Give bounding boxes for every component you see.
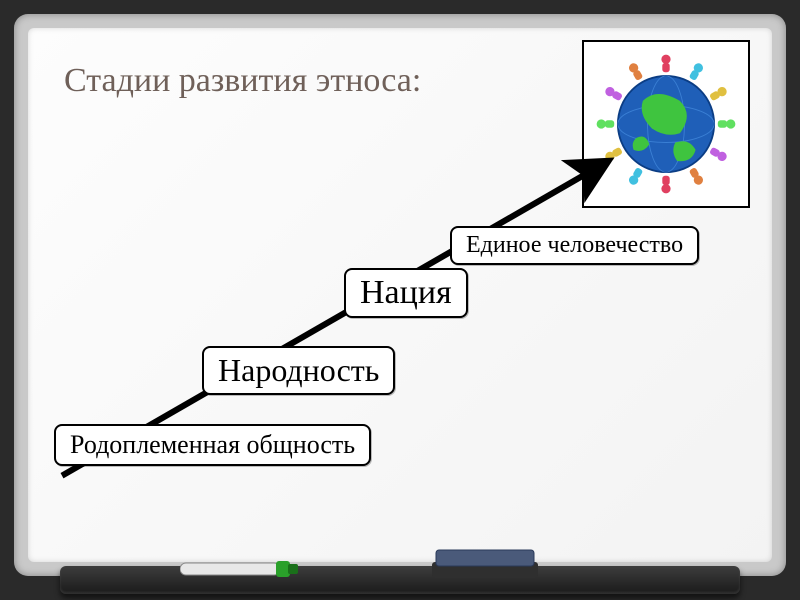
marker-icon (180, 560, 300, 578)
whiteboard-surface: Стадии развития этноса: (28, 28, 772, 562)
stage-box-3: Нация (344, 268, 468, 318)
whiteboard-tray (60, 566, 740, 594)
eraser-icon (430, 548, 540, 580)
stage-box-1: Родоплеменная общность (54, 424, 371, 466)
whiteboard-frame: Стадии развития этноса: (14, 14, 786, 576)
stage-box-4: Единое человечество (450, 226, 699, 265)
presentation-frame: Стадии развития этноса: (0, 0, 800, 600)
slide-title: Стадии развития этноса: (64, 62, 421, 100)
stage-box-2: Народность (202, 346, 395, 395)
globe-illustration (582, 40, 750, 208)
globe-icon (592, 50, 740, 198)
